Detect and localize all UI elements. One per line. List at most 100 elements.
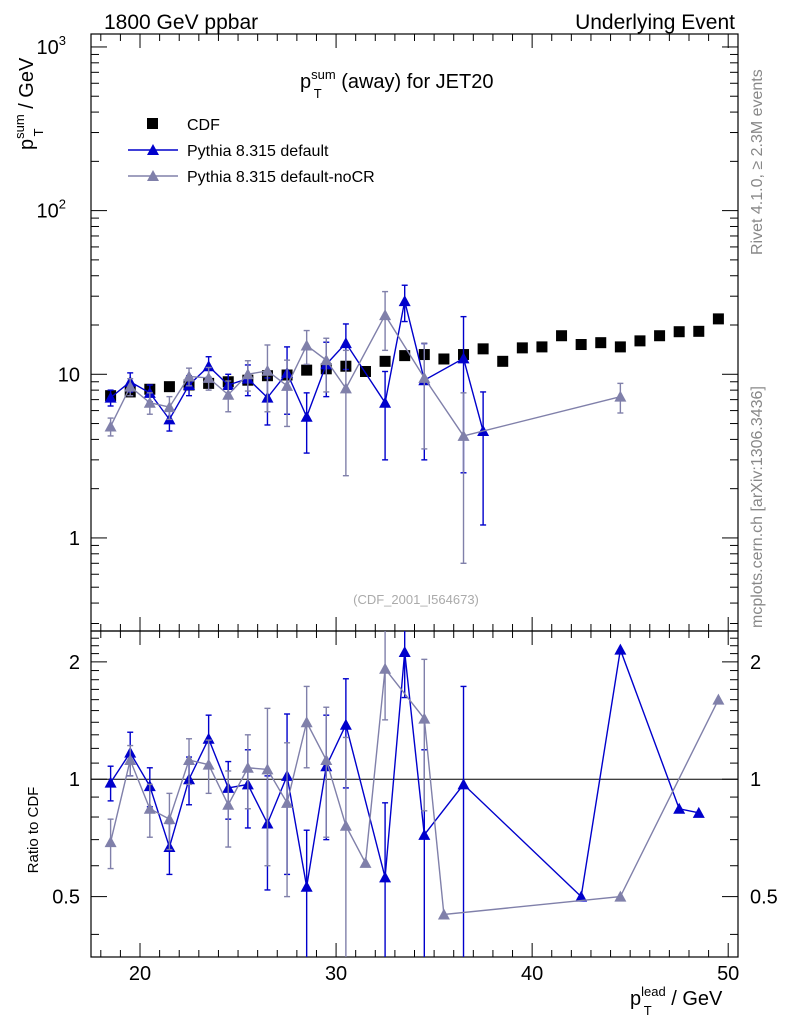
cdf-data-point [438, 353, 450, 365]
mcplots-site-label: mcplots.cern.ch [arXiv:1306.3436] [749, 386, 766, 628]
default-data-point [300, 410, 313, 422]
nocr-ratio-point [320, 754, 333, 766]
nocr-ratio-point [712, 693, 725, 705]
nocr-data-point [300, 339, 313, 351]
nocr-data-point [339, 382, 352, 394]
default-ratio-point [398, 646, 411, 658]
nocr-ratio-point [222, 798, 235, 810]
chart-title: psum T (away) for JET20 [300, 67, 493, 101]
nocr-data-point [104, 420, 117, 432]
y-tick-label-mantissa: 10 [37, 37, 59, 59]
y-axis-label-base: p [16, 139, 38, 150]
default-ratio-point [673, 802, 686, 814]
y-axis-label-sub: T [31, 128, 46, 136]
cdf-data-point [399, 350, 411, 362]
default-data-point [398, 295, 411, 307]
x-axis-label-sub: T [644, 1003, 652, 1018]
cdf-data-point [379, 355, 391, 367]
cdf-data-point [497, 355, 509, 367]
default-data-point [339, 337, 352, 349]
chart-title-base: p [300, 71, 311, 93]
cdf-data-point [536, 341, 548, 353]
y-tick-label: 10 [58, 364, 80, 386]
cdf-data-point [477, 343, 489, 355]
legend-label-nocr: Pythia 8.315 default-noCR [187, 169, 375, 186]
header-right-label: Underlying Event [575, 11, 735, 34]
nocr-data-point [379, 309, 392, 321]
x-tick-label: 40 [521, 963, 543, 985]
nocr-data-point [614, 390, 627, 402]
nocr-ratio-point [281, 796, 294, 808]
nocr-ratio-point [339, 819, 352, 831]
nocr-ratio-point [124, 754, 137, 766]
nocr-ratio-point [241, 761, 254, 773]
ratio-tick-label-left: 2 [69, 652, 80, 674]
y-tick-label: 103 [37, 33, 66, 59]
nocr-data-point [143, 396, 156, 408]
nocr-ratio-line [109, 666, 720, 916]
y-tick-label: 102 [37, 197, 66, 223]
cdf-data-point [673, 326, 685, 338]
cdf-data-point [575, 339, 587, 351]
default-data-point [379, 396, 392, 408]
x-axis-label: plead T / GeV [630, 984, 723, 1018]
y-axis-label-rest: / GeV [16, 57, 38, 114]
chart-title-rest: (away) for JET20 [336, 71, 494, 93]
ratio-panel-frame [90, 630, 739, 958]
nocr-ratio-point [300, 716, 313, 728]
legend-marker-cdf [147, 118, 158, 129]
cdf-data-point [163, 381, 175, 393]
default-series-line [110, 300, 484, 432]
ratio-tick-label-right: 2 [750, 652, 761, 674]
nocr-data-point [202, 371, 215, 383]
cdf-data-point [595, 337, 607, 349]
nocr-data-point [222, 388, 235, 400]
ratio-tick-label-right: 1 [750, 769, 761, 791]
nocr-ratio-point [614, 890, 627, 902]
cdf-data-point [556, 330, 568, 342]
y-tick-label-exponent: 2 [59, 197, 66, 212]
cdf-data-point [693, 325, 705, 337]
ratio-y-axis-label: Ratio to CDF [25, 787, 42, 874]
rivet-info-label: Rivet 4.1.0, ≥ 2.3M events [749, 69, 766, 255]
default-data-point [104, 391, 117, 403]
ratio-series-layer [104, 631, 725, 957]
legend-marker-default [147, 144, 159, 155]
nocr-data-point [124, 380, 137, 392]
nocr-ratio-point [183, 754, 196, 766]
cdf-data-point [712, 313, 724, 325]
cdf-data-point [516, 342, 528, 354]
nocr-data-point [457, 429, 470, 441]
legend-marker-nocr [147, 170, 159, 181]
legend-label-default: Pythia 8.315 default [187, 143, 329, 160]
default-ratio-point [339, 718, 352, 730]
cdf-data-point [359, 365, 371, 377]
nocr-data-point [163, 401, 176, 413]
x-tick-label: 20 [129, 963, 151, 985]
chart-title-sub: T [314, 86, 322, 101]
nocr-ratio-point [379, 662, 392, 674]
default-ratio-point [202, 732, 215, 744]
nocr-data-point [183, 370, 196, 382]
ratio-tick-label-left: 1 [69, 769, 80, 791]
ratio-tick-label-right: 0.5 [750, 887, 778, 909]
default-ratio-point [104, 776, 117, 788]
nocr-ratio-point [104, 836, 117, 848]
nocr-ratio-point [359, 856, 372, 868]
y-axis-label: psum T / GeV [12, 57, 46, 150]
default-ratio-point [379, 871, 392, 883]
x-tick-label: 30 [325, 963, 347, 985]
default-ratio-point [575, 890, 588, 902]
cdf-data-point [634, 335, 646, 347]
ratio-ticks: 20 30 40 50 0.5 0.5 1 1 2 2 [52, 630, 778, 985]
nocr-data-point [320, 354, 333, 366]
default-data-point [202, 360, 215, 372]
analysis-id-label: (CDF_2001_I564673) [353, 592, 479, 607]
nocr-ratio-point [261, 763, 274, 775]
nocr-ratio-point [163, 813, 176, 825]
legend-label-cdf: CDF [187, 117, 220, 134]
nocr-data-point [241, 368, 254, 380]
default-ratio-point [300, 880, 313, 892]
